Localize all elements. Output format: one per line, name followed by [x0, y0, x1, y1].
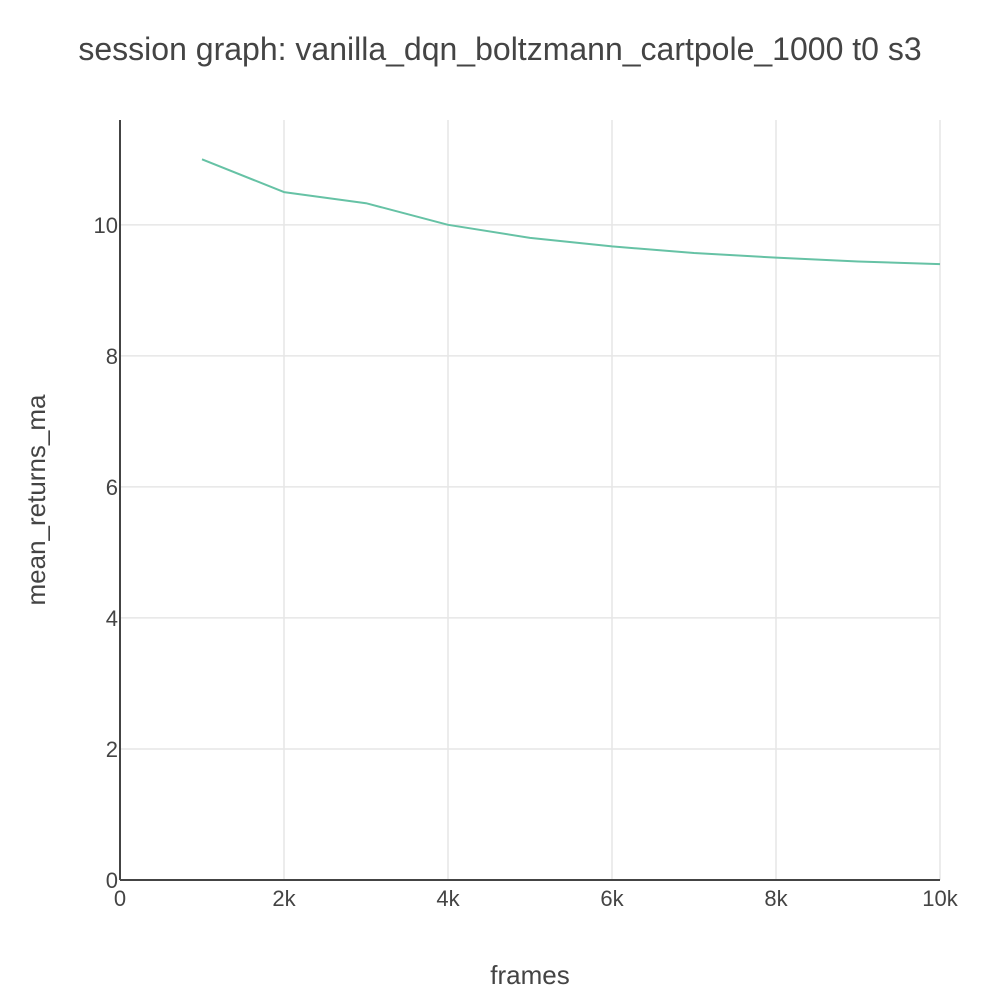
chart-title: session graph: vanilla_dqn_boltzmann_car…: [78, 31, 921, 67]
x-tick-label: 10k: [922, 886, 958, 911]
x-tick-label: 8k: [764, 886, 788, 911]
tick-labels: 0 2k 4k 6k 8k 10k 0 2 4 6 8 10: [94, 213, 959, 911]
x-tick-label: 6k: [600, 886, 624, 911]
y-tick-label: 2: [106, 737, 118, 762]
series-line: [201, 158, 941, 266]
x-tick-label: 0: [114, 886, 126, 911]
x-tick-label: 4k: [436, 886, 460, 911]
y-tick-label: 10: [94, 213, 118, 238]
y-tick-label: 8: [106, 344, 118, 369]
axes: [119, 120, 940, 881]
series-layer: [201, 158, 941, 266]
y-axis-title: mean_returns_ma: [21, 394, 51, 606]
x-axis-title: frames: [490, 960, 569, 990]
grid: [120, 120, 941, 880]
y-tick-label: 0: [106, 868, 118, 893]
x-tick-label: 2k: [272, 886, 296, 911]
y-tick-label: 6: [106, 475, 118, 500]
y-tick-label: 4: [106, 606, 118, 631]
